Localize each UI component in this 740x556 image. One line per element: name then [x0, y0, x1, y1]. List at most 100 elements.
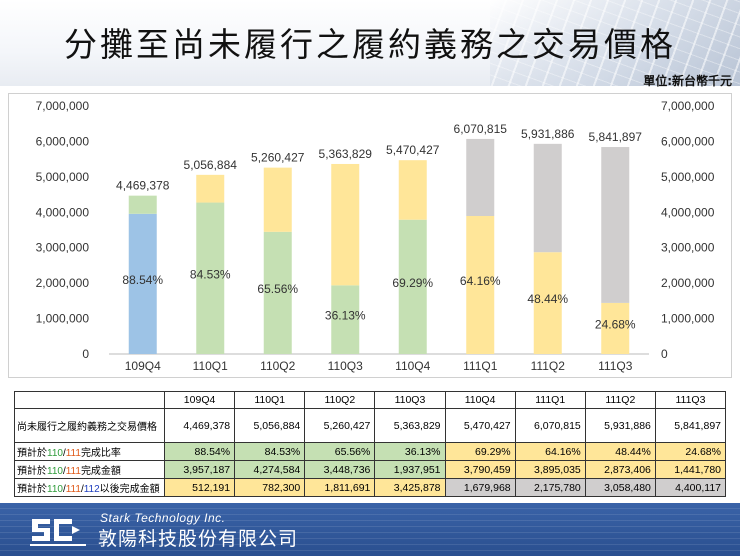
total-data-label: 5,841,897: [589, 130, 643, 144]
label-prefix: 預計於: [17, 466, 47, 477]
y-tick-label-right: 1,000,000: [661, 312, 715, 326]
page-title: 分攤至尚未履行之履約義務之交易價格: [64, 25, 676, 64]
stacked-bar-chart: 0 0 1,000,000 1,000,000 2,000,000 2,000,000 3,…: [36, 99, 715, 373]
later-amount-cell: 512,191: [163, 478, 236, 497]
bar-completed-segment: [533, 252, 562, 354]
row-label-later: 預計於110/111/112以後完成金額: [14, 478, 165, 497]
table-header-110q4: 110Q4: [444, 391, 516, 409]
label-suffix: 完成比率: [80, 448, 121, 459]
bar-completed-segment: [466, 216, 495, 354]
y-tick-label-right: 3,000,000: [661, 241, 715, 255]
label-year-112: 112: [83, 484, 100, 495]
company-logo-icon: [30, 519, 86, 546]
bar-completed-segment: [331, 285, 360, 354]
y-tick-label-left: 6,000,000: [36, 134, 90, 148]
completion-rate-label: 65.56%: [257, 282, 298, 296]
table-header-111q2: 111Q2: [584, 391, 656, 409]
table-row-amount: 預計於110/111完成金額 3,957,187 4,274,584 3,448,7…: [14, 460, 727, 479]
completion-rate-label: 69.29%: [392, 276, 433, 290]
label-sep: /: [62, 448, 66, 459]
y-tick-label-right: 0: [661, 347, 668, 361]
backlog-cell: 4,469,378: [163, 408, 236, 443]
label-sep: /: [62, 484, 66, 495]
label-year-111: 111: [65, 448, 81, 459]
x-tick-label: 110Q2: [260, 359, 295, 373]
later-amount-cell: 1,811,691: [304, 478, 376, 497]
x-tick-label: 110Q4: [395, 359, 430, 373]
x-tick-label: 111Q1: [463, 359, 498, 373]
rate-cell: 65.56%: [304, 442, 376, 461]
y-tick-label-left: 1,000,000: [36, 312, 90, 326]
y-tick-label-left: 5,000,000: [36, 170, 90, 184]
unit-label: 單位:新台幣千元: [643, 74, 732, 88]
data-table: 109Q4 110Q1 110Q2 110Q3 110Q4 111Q1 111Q2 111Q3…: [14, 391, 727, 497]
bar-later-segment: [533, 143, 562, 253]
amount-cell: 2,873,406: [584, 460, 656, 479]
table-header-110q2: 110Q2: [304, 391, 376, 409]
table-row-rate: 預計於110/111完成比率 88.54% 84.53% 65.56% 36.13% 6…: [14, 442, 727, 461]
rate-cell: 84.53%: [234, 442, 306, 461]
label-suffix: 完成金額: [80, 466, 121, 477]
x-tick-label: 109Q4: [125, 359, 161, 373]
table-header-row: 109Q4 110Q1 110Q2 110Q3 110Q4 111Q1 111Q2 111Q3: [14, 391, 727, 409]
label-prefix: 預計於: [17, 484, 47, 495]
y-tick-label-left: 0: [82, 347, 89, 361]
completion-rate-label: 24.68%: [595, 317, 636, 331]
amount-cell: 3,957,187: [163, 460, 236, 479]
total-data-label: 5,260,427: [251, 151, 305, 165]
amount-cell: 1,441,780: [654, 460, 727, 479]
y-tick-label-right: 4,000,000: [661, 205, 715, 219]
x-tick-label: 110Q1: [193, 359, 228, 373]
y-tick-label-right: 2,000,000: [661, 276, 715, 290]
backlog-cell: 5,260,427: [304, 408, 376, 443]
later-amount-cell: 4,400,117: [654, 478, 727, 497]
backlog-cell: 5,931,886: [584, 408, 656, 443]
completion-rate-label: 88.54%: [122, 273, 163, 287]
bar-completed-segment: [196, 202, 225, 354]
completion-rate-label: 36.13%: [325, 309, 366, 323]
table-corner-cell: [14, 391, 165, 409]
completion-rate-label: 64.16%: [460, 274, 501, 288]
x-tick-label: 111Q2: [531, 359, 566, 373]
label-year-111: 111: [65, 484, 81, 495]
backlog-cell: 5,841,897: [654, 408, 727, 443]
label-sep: /: [62, 466, 66, 477]
backlog-cell: 5,056,884: [234, 408, 306, 443]
row-label-amount: 預計於110/111完成金額: [14, 460, 165, 479]
header-band: [0, 0, 740, 86]
total-data-label: 5,363,829: [319, 147, 373, 161]
total-data-label: 4,469,378: [116, 179, 170, 193]
bar-later-segment: [196, 174, 225, 203]
bar-later-segment: [466, 138, 495, 217]
rate-cell: 64.16%: [514, 442, 586, 461]
bar-completed-segment: [128, 213, 157, 354]
completion-rate-label: 48.44%: [527, 292, 568, 306]
total-data-label: 5,056,884: [184, 158, 238, 172]
completion-rate-label: 84.53%: [190, 267, 231, 281]
amount-cell: 3,448,736: [304, 460, 376, 479]
bar-completed-segment: [398, 219, 427, 354]
label-year-111: 111: [65, 466, 81, 477]
label-prefix: 預計於: [17, 448, 47, 459]
table-row-later: 預計於110/111/112以後完成金額 512,191 782,300 1,811…: [14, 478, 727, 497]
total-data-label: 5,931,886: [521, 127, 575, 141]
footer-bar: Stark Technology Inc. 敦陽科技股份有限公司: [0, 503, 740, 556]
x-tick-label: 111Q3: [598, 359, 633, 373]
bar-later-segment: [331, 163, 360, 286]
amount-cell: 4,274,584: [234, 460, 306, 479]
bar-later-segment: [601, 147, 630, 303]
later-amount-cell: 3,058,480: [584, 478, 656, 497]
bar-later-segment: [128, 195, 157, 214]
later-amount-cell: 782,300: [234, 478, 306, 497]
rate-cell: 36.13%: [374, 442, 446, 461]
x-tick-label: 110Q3: [328, 359, 363, 373]
company-name-zh: 敦陽科技股份有限公司: [98, 528, 299, 550]
backlog-cell: 5,470,427: [444, 408, 516, 443]
amount-cell: 3,790,459: [444, 460, 516, 479]
amount-cell: 3,895,035: [514, 460, 586, 479]
label-year-110: 110: [47, 484, 63, 495]
table-header-110q3: 110Q3: [374, 391, 446, 409]
label-suffix: 以後完成金額: [99, 484, 160, 495]
later-amount-cell: 3,425,878: [374, 478, 446, 497]
y-tick-label-right: 7,000,000: [661, 99, 715, 113]
